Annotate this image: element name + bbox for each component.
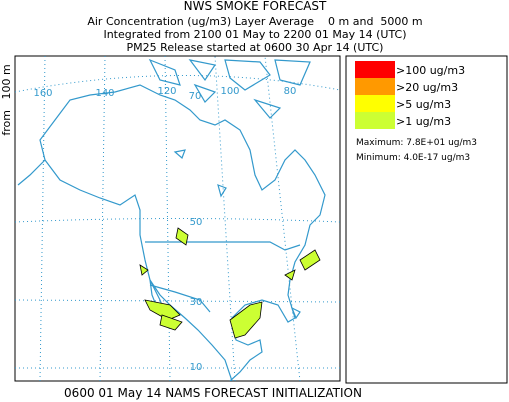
legend-swatch	[355, 78, 395, 95]
subtitle: Integrated from 2100 01 May to 2200 01 M…	[103, 28, 406, 41]
minimum: Minimum: 4.0E-17 ug/m3	[356, 153, 470, 163]
borders	[145, 241, 301, 313]
smoke-plume	[229, 301, 263, 339]
legend-label: >5 ug/m3	[396, 98, 451, 111]
axis-label: from 100 m	[0, 64, 13, 135]
maximum: Maximum: 7.8E+01 ug/m3	[356, 138, 477, 148]
map-frame	[14, 55, 341, 382]
grid-label: 50	[190, 217, 203, 228]
grid-label: 70	[189, 91, 202, 102]
smoke-plume	[144, 299, 181, 321]
legend-label: >20 ug/m3	[396, 81, 458, 94]
coastline	[17, 84, 326, 381]
subtitle: Air Concentration (ug/m3) Layer Average …	[87, 15, 422, 28]
legend-swatch	[355, 95, 395, 112]
smoke-plume	[159, 314, 183, 331]
islands	[148, 58, 311, 320]
smoke-plume	[139, 264, 149, 276]
title: NWS SMOKE FORECAST	[184, 0, 327, 13]
legend-label: >1 ug/m3	[396, 115, 451, 128]
grid-label: 160	[33, 88, 52, 99]
legend-label: >100 ug/m3	[396, 64, 465, 77]
footer: 0600 01 May 14 NAMS FORECAST INITIALIZAT…	[64, 386, 362, 400]
grid-label: 100	[220, 86, 239, 97]
grid-label: 140	[95, 88, 114, 99]
grid-label: 80	[284, 86, 297, 97]
grid-label: 120	[157, 86, 176, 97]
coastline	[44, 159, 233, 381]
legend-swatch	[355, 112, 395, 129]
grid-label: 10	[190, 362, 203, 373]
legend-swatch	[355, 61, 395, 78]
subtitle: PM25 Release started at 0600 30 Apr 14 (…	[127, 41, 384, 54]
graticule	[15, 56, 340, 381]
smoke-plume	[299, 249, 321, 271]
smoke-plume	[284, 269, 296, 281]
map: 160 140 120 70 100 80 50 30 10	[14, 55, 341, 382]
smoke-plumes	[139, 227, 321, 339]
smoke-plume	[175, 227, 189, 246]
grid-label: 30	[190, 297, 203, 308]
